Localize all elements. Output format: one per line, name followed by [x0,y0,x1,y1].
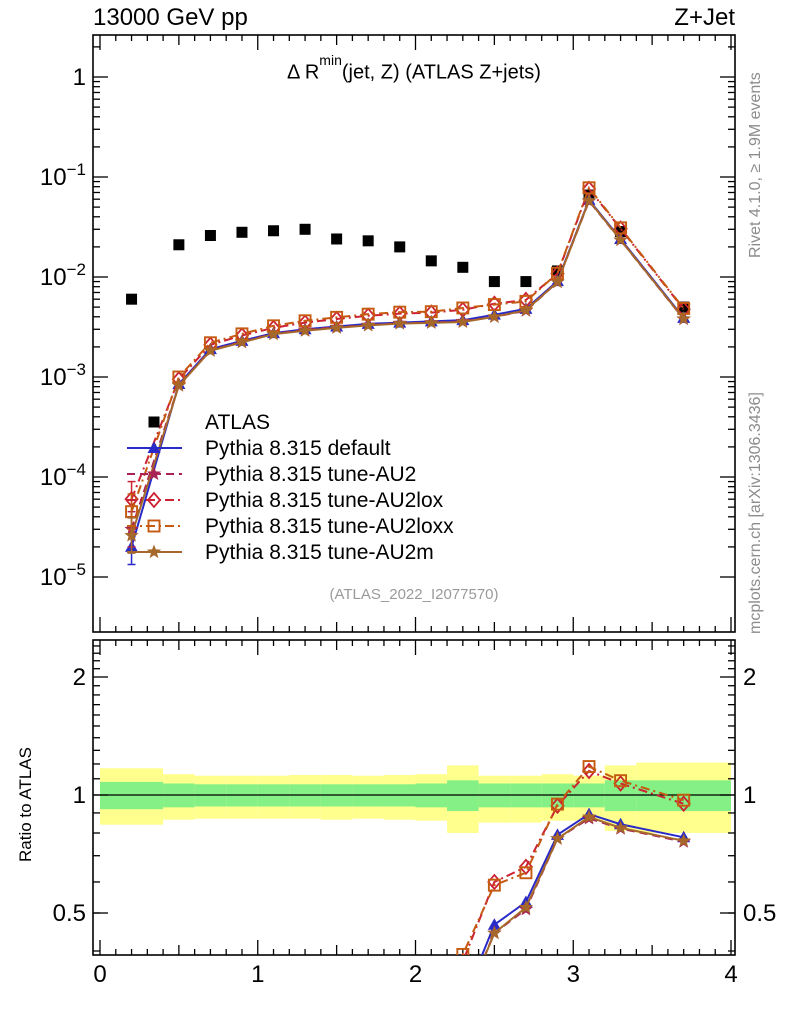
plot-title-superscript: min [319,51,342,68]
beam-energy-label: 13000 GeV pp [93,4,248,31]
main-y-tick-label: 10−4 [40,460,86,491]
main-y-tick-label: 1 [73,64,86,91]
plot-title: Δ Rmin(jet, Z) (ATLAS Z+jets) [93,52,735,85]
ratio-y-tick-label-left: 2 [73,664,86,691]
legend-label-pythia-8-315-tune-au2: Pythia 8.315 tune-AU2 [205,463,416,486]
ratio-panel-frame [92,639,736,956]
ratio-axis-title: Ratio to ATLAS [16,747,35,862]
main-y-tick-label: 10−1 [40,160,86,191]
axis-tick-labels: 1 10−1 10−2 10−3 10−4 10−5 2 2 1 1 0.5 0.5 0 1 2 3 4 [40,64,776,988]
mcplots-arxiv-label: mcplots.cern.ch [arXiv:1306.3436] [747,392,764,634]
legend-entry-pythia-8-315-tune-au2: Pythia 8.315 tune-AU2 [127,463,416,486]
axis-ticks [93,35,735,955]
x-tick-label: 0 [93,961,106,988]
legend: ATLAS Pythia 8.315 default Pythia 8.315 tu… [127,411,454,564]
x-tick-label: 3 [567,961,580,988]
main-y-tick-label: 10−3 [40,360,86,391]
ratio-y-tick-label-left: 1 [73,782,86,809]
series-pythia-8-315-tune-au2m-main [124,193,691,554]
x-tick-label: 1 [251,961,264,988]
ratio-y-tick-label-right: 0.5 [743,900,776,927]
legend-entry-pythia-8-315-default: Pythia 8.315 default [127,437,391,460]
plot-title-suffix: (jet, Z) (ATLAS Z+jets) [341,61,541,84]
series-pythia-8-315-tune-au2-ratio [483,810,691,955]
series-pythia-8-315-default-ratio [480,807,691,955]
legend-entry-pythia-8-315-tune-au2m: Pythia 8.315 tune-AU2m [127,541,434,564]
legend-entry-atlas: ATLAS [148,411,270,434]
main-panel-frame [92,34,736,633]
x-tick-label: 4 [724,961,737,988]
analysis-watermark: (ATLAS_2022_I2077570) [329,586,499,603]
plot-title-prefix: Δ R [287,61,320,84]
process-label: Z+Jet [674,4,735,31]
x-tick-label: 2 [409,961,422,988]
ratio-y-tick-label-right: 1 [743,782,756,809]
main-y-tick-label: 10−2 [40,260,86,291]
legend-label-pythia-8-315-default: Pythia 8.315 default [205,437,391,460]
legend-entry-pythia-8-315-tune-au2lox: Pythia 8.315 tune-AU2lox [127,489,444,512]
legend-label-pythia-8-315-tune-au2loxx: Pythia 8.315 tune-AU2loxx [205,515,454,538]
series-pythia-8-315-tune-au2m-ratio [484,809,691,955]
series-pythia-8-315-tune-au2loxx-ratio [456,760,691,955]
legend-entry-pythia-8-315-tune-au2loxx: Pythia 8.315 tune-AU2loxx [127,515,454,538]
rivet-version-label: Rivet 4.1.0, ≥ 1.9M events [747,72,764,258]
ratio-y-tick-label-right: 2 [743,664,756,691]
legend-label-pythia-8-315-tune-au2m: Pythia 8.315 tune-AU2m [205,541,434,564]
main-y-tick-label: 10−5 [40,560,86,591]
ratio-y-tick-label-left: 0.5 [53,900,86,927]
legend-label-pythia-8-315-tune-au2lox: Pythia 8.315 tune-AU2lox [205,489,444,512]
legend-label-atlas: ATLAS [205,411,270,434]
